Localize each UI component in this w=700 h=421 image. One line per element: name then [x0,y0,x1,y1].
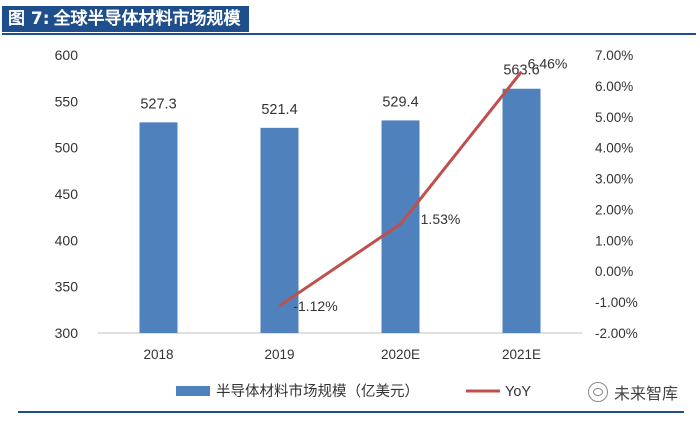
bar-value-label: 521.4 [261,102,297,118]
figure-header: 图 7: 全球半导体材料市场规模 [0,0,700,40]
legend-line-label: YoY [505,384,531,400]
legend-bar-label: 半导体材料市场规模（亿美元） [216,383,419,400]
right-axis: -2.00% -1.00% 0.00% 1.00% 2.00% 3.00% 4.00% 5.0… [595,48,638,341]
yoy-value-label: 1.53% [421,211,461,227]
right-tick-label: 3.00% [595,172,633,187]
left-tick-label: 300 [55,325,79,341]
right-tick-label: 1.00% [595,233,633,248]
right-tick-label: 7.00% [595,48,633,63]
right-tick-label: -2.00% [595,326,638,341]
bottom-rule [18,411,684,413]
right-tick-label: 2.00% [595,202,633,217]
right-tick-label: 6.00% [595,79,633,94]
left-axis: 300 350 400 450 500 550 600 [55,47,79,341]
left-tick-label: 550 [55,93,79,109]
bar-series: 527.3 521.4 529.4 563.6 [139,63,541,333]
left-tick-label: 400 [55,232,79,248]
bar [381,120,420,333]
yoy-value-label: 6.46% [528,56,568,72]
legend: 半导体材料市场规模（亿美元） YoY [176,383,531,400]
x-tick-label: 2020E [381,347,420,362]
right-tick-label: -1.00% [595,295,638,310]
right-tick-label: 5.00% [595,110,633,125]
x-axis-ticks: 2018 2019 2020E 2021E [143,347,541,362]
x-tick-label: 2019 [264,347,294,362]
watermark-text: 未来智库 [614,384,679,403]
x-tick-label: 2018 [143,347,173,362]
figure-label: 图 7: [8,9,50,29]
figure-title-box: 图 7: 全球半导体材料市场规模 [2,6,249,32]
left-tick-label: 450 [55,186,79,202]
watermark: 未来智库 [588,380,678,404]
yoy-line [278,70,523,308]
legend-bar-swatch [176,386,210,396]
yoy-series: -1.12% 1.53% 6.46% [278,56,568,314]
bar-value-label: 527.3 [140,96,176,112]
right-tick-label: 4.00% [595,141,633,156]
left-tick-label: 350 [55,279,79,295]
yoy-value-label: -1.12% [293,298,337,314]
bar [139,122,178,333]
title-rule [2,33,696,35]
wechat-icon [588,382,608,402]
right-tick-label: 0.00% [595,264,633,279]
bar [502,88,541,333]
figure-title: 全球半导体材料市场规模 [53,9,241,29]
left-tick-label: 600 [55,47,79,63]
bar-value-label: 563.6 [503,63,539,79]
bar-value-label: 529.4 [382,94,418,110]
x-tick-label: 2021E [502,347,541,362]
left-tick-label: 500 [55,140,79,156]
